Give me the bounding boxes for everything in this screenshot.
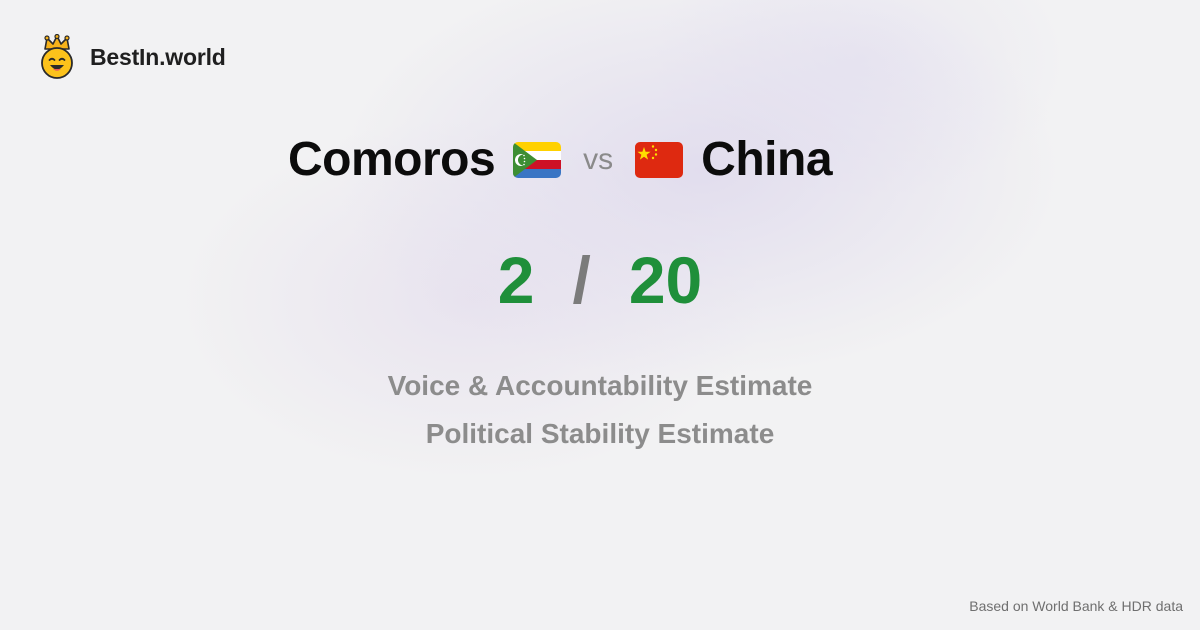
china-flag-icon	[635, 141, 684, 178]
metric-list: Voice & Accountability Estimate Politica…	[0, 362, 1200, 458]
logo-icon	[38, 34, 76, 80]
metric-label: Voice & Accountability Estimate	[387, 370, 813, 401]
brand[interactable]: BestIn.world	[38, 34, 226, 80]
score: 2 / 20	[0, 242, 1200, 318]
score-right-value: 20	[628, 243, 703, 317]
comoros-flag-icon	[513, 141, 562, 178]
comparison-title: Comoros vs China	[0, 132, 1160, 187]
metric-label: Political Stability Estimate	[425, 418, 775, 449]
vs-label: vs	[583, 142, 614, 176]
data-source-note: Based on World Bank & HDR data	[969, 598, 1183, 614]
left-country-name: Comoros	[287, 133, 496, 186]
score-separator: /	[572, 243, 591, 317]
score-left-value: 2	[497, 243, 535, 317]
brand-name: BestIn.world	[90, 43, 226, 70]
right-country-name: China	[701, 133, 833, 186]
